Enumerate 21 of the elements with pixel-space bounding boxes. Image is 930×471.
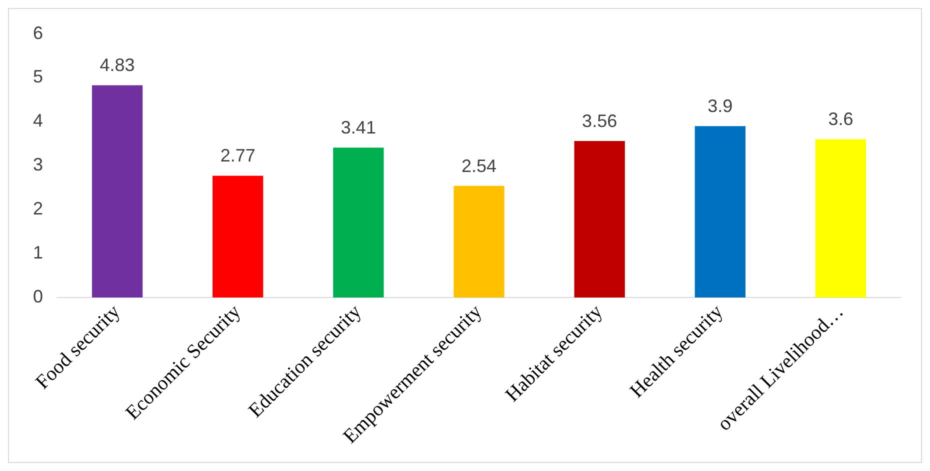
data-label: 3.41 xyxy=(340,118,376,138)
y-tick-label: 0 xyxy=(32,286,44,306)
data-label: 4.83 xyxy=(100,55,135,76)
bar xyxy=(333,148,384,298)
data-label: 3.6 xyxy=(828,109,854,130)
bar xyxy=(92,85,143,298)
bar xyxy=(454,186,504,298)
data-label: 2.54 xyxy=(461,156,497,176)
y-tick-label: 5 xyxy=(32,66,44,87)
bar xyxy=(694,126,746,298)
data-label: 3.9 xyxy=(708,96,733,116)
y-tick-label: 3 xyxy=(32,154,44,175)
bar xyxy=(212,176,264,298)
data-label: 2.77 xyxy=(220,146,256,166)
y-tick-label: 6 xyxy=(32,22,44,43)
bar xyxy=(815,139,866,298)
data-label: 3.56 xyxy=(582,110,618,131)
y-tick-label: 2 xyxy=(32,198,44,219)
y-tick-label: 1 xyxy=(32,242,44,262)
y-tick-label: 4 xyxy=(32,110,44,131)
bar xyxy=(574,141,625,298)
